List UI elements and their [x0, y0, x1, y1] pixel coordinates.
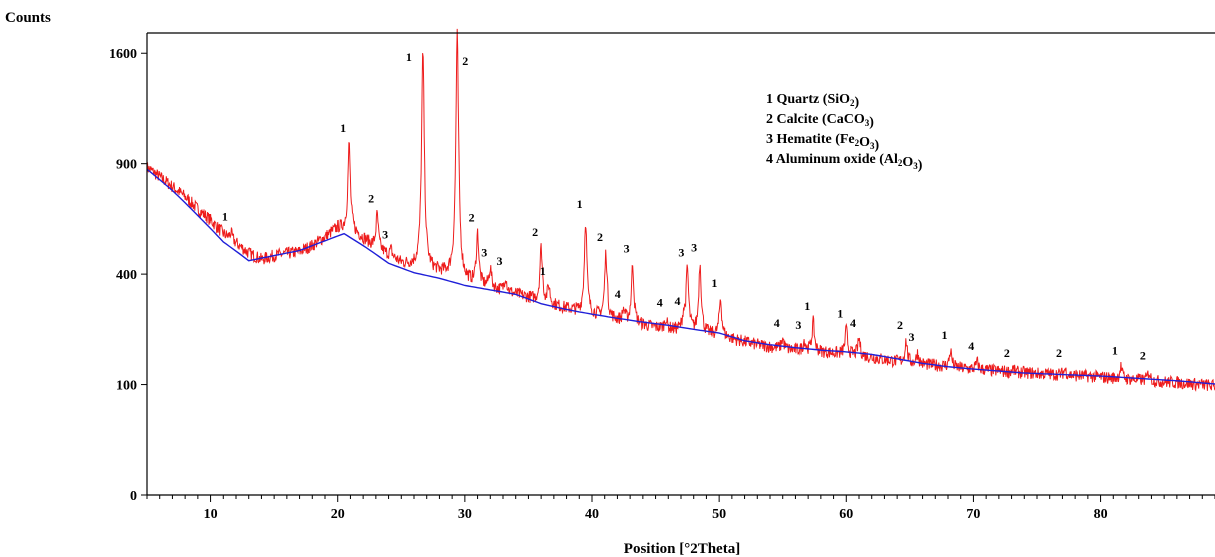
- peak-label: 1: [837, 306, 843, 320]
- peak-label: 1: [942, 328, 948, 342]
- legend-entry: 4 Aluminum oxide (Al2O3): [766, 152, 923, 173]
- peak-label: 1: [804, 299, 810, 313]
- peak-label: 2: [1004, 346, 1010, 360]
- peak-label: 3: [497, 254, 503, 268]
- y-tick-label: 1600: [109, 47, 137, 62]
- legend: 1 Quartz (SiO2)2 Calcite (CaCO3)3 Hemati…: [766, 92, 923, 173]
- peak-label: 4: [675, 294, 681, 308]
- y-tick-label: 900: [116, 158, 137, 173]
- peak-label: 2: [1056, 346, 1062, 360]
- legend-formula-part: 2: [855, 138, 860, 148]
- legend-formula-part: O: [902, 155, 913, 170]
- peak-label: 2: [368, 192, 374, 206]
- y-tick-label: 0: [130, 489, 137, 504]
- legend-entry: 1 Quartz (SiO2): [766, 92, 860, 110]
- x-tick-label: 20: [331, 507, 345, 522]
- peak-label: 4: [968, 339, 974, 353]
- peak-label: 1: [577, 197, 583, 211]
- legend-entry: 3 Hematite (Fe2O3): [766, 132, 880, 153]
- peak-label: 4: [615, 287, 621, 301]
- y-tick-label: 400: [116, 268, 137, 283]
- legend-formula-part: Fe: [840, 132, 855, 147]
- peak-label: 1: [406, 50, 412, 64]
- peak-label: 4: [657, 296, 663, 310]
- peak-label: 2: [1140, 349, 1146, 363]
- peak-label: 4: [850, 316, 856, 330]
- peak-label: 3: [481, 246, 487, 260]
- peak-label: 1: [540, 264, 546, 278]
- legend-formula-part: 2: [850, 98, 855, 108]
- legend-name: Aluminum oxide (: [776, 152, 884, 167]
- peak-label: 3: [624, 242, 630, 256]
- peak-label: 2: [897, 318, 903, 332]
- x-tick-label: 80: [1094, 507, 1108, 522]
- legend-formula-part: 3: [870, 141, 875, 151]
- peak-label: 1: [1112, 344, 1118, 358]
- peak-label: 3: [908, 330, 914, 344]
- plot-area: [146, 28, 1215, 392]
- legend-formula-part: 3: [913, 161, 918, 171]
- legend-number: 1: [766, 92, 777, 107]
- axes: 10 20 30 40 50 60 70 80 0 100 400 900 1600: [109, 32, 1215, 522]
- legend-formula-part: Al: [884, 152, 898, 167]
- legend-formula-part: SiO: [827, 92, 850, 107]
- peak-label: 2: [597, 230, 603, 244]
- peak-label: 3: [382, 228, 388, 242]
- x-tick-label: 60: [839, 507, 853, 522]
- legend-name: Hematite (: [777, 132, 841, 147]
- legend-number: 4: [766, 152, 776, 167]
- x-tick-label: 30: [458, 507, 472, 522]
- legend-number: 3: [766, 132, 777, 147]
- y-axis-title: Counts: [5, 10, 51, 26]
- peak-label: 1: [222, 209, 228, 223]
- x-tick-label: 10: [204, 507, 218, 522]
- legend-name: Quartz (: [777, 92, 828, 107]
- peak-label: 3: [795, 318, 801, 332]
- x-axis-title: Position [°2Theta]: [624, 541, 740, 557]
- measured-trace: [146, 28, 1215, 392]
- legend-formula-part: CaCO: [827, 112, 865, 127]
- y-tick-label: 100: [116, 379, 137, 394]
- legend-formula-part: 2: [898, 158, 903, 168]
- x-tick-label: 70: [966, 507, 980, 522]
- peak-label: 2: [532, 225, 538, 239]
- peak-label: 2: [469, 211, 475, 225]
- legend-formula-part: O: [859, 135, 870, 150]
- peak-label: 4: [774, 316, 780, 330]
- background-curve: [146, 168, 1215, 385]
- legend-name: Calcite (: [777, 112, 827, 127]
- legend-entry: 2 Calcite (CaCO3): [766, 112, 874, 130]
- peak-label: 3: [691, 240, 697, 254]
- peak-label: 2: [462, 54, 468, 68]
- peak-label: 3: [678, 246, 684, 260]
- peak-label: 1: [340, 121, 346, 135]
- x-tick-label: 50: [712, 507, 726, 522]
- legend-formula-part: 3: [865, 118, 870, 128]
- legend-number: 2: [766, 112, 777, 127]
- peak-label: 1: [711, 276, 717, 290]
- x-tick-label: 40: [585, 507, 599, 522]
